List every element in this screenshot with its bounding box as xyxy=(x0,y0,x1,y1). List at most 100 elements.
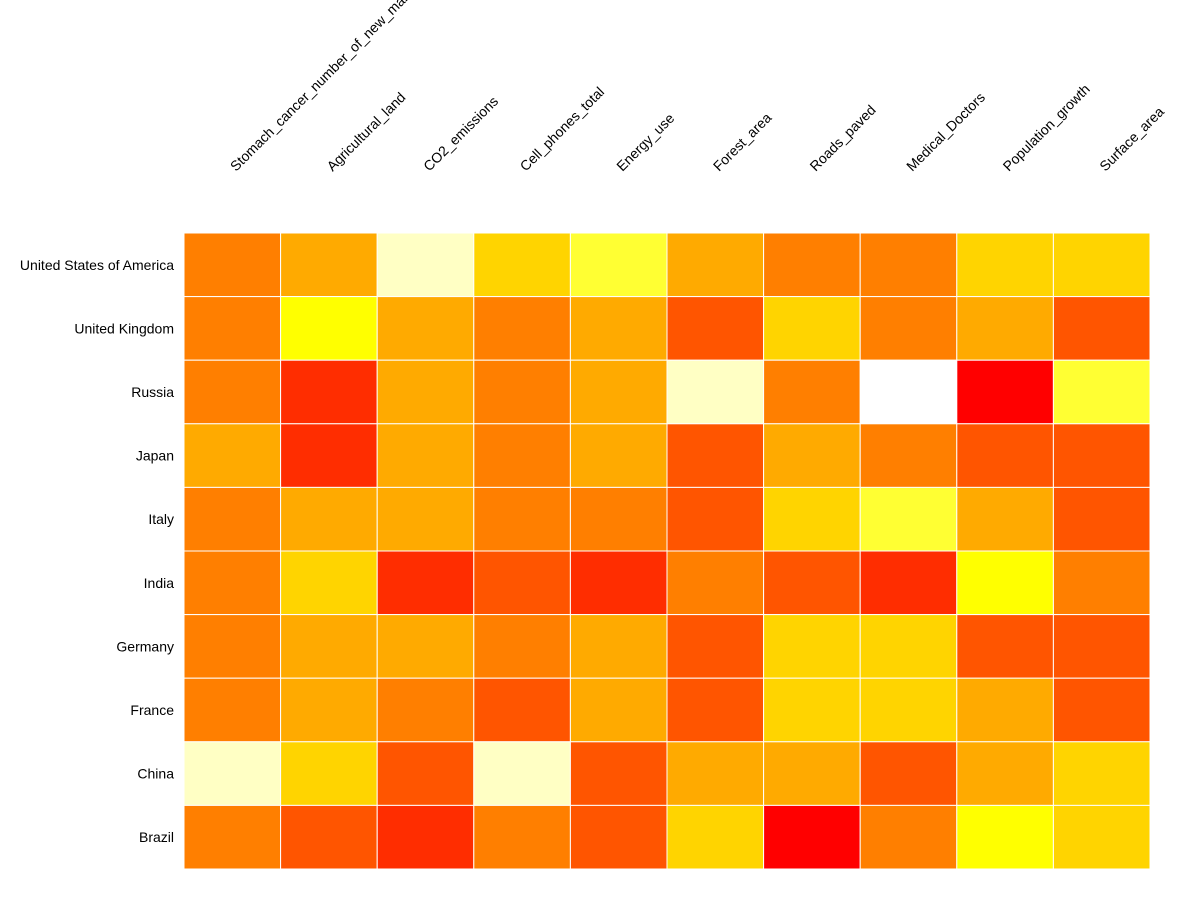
heatmap-cell-brazil-forest-area xyxy=(666,804,765,870)
heatmap-cell-united-kingdom-stomach-cancer-number-of-new-male xyxy=(183,296,282,361)
heatmap-cell-united-kingdom-population-growth xyxy=(956,296,1054,361)
heatmap-cell-france-roads-paved xyxy=(763,677,861,743)
heatmap-cell-brazil-energy-use xyxy=(569,804,668,870)
row-label-china: China xyxy=(137,766,174,782)
heatmap-cell-japan-population-growth xyxy=(956,423,1054,488)
column-label-population-growth: Population_growth xyxy=(1000,81,1093,174)
heatmap-cell-china-energy-use xyxy=(569,741,668,806)
row-labels: United States of America United Kingdom Ru… xyxy=(20,257,174,845)
heatmap-cell-brazil-stomach-cancer-number-of-new-male xyxy=(183,804,282,870)
heatmap-cell-united-states-of-america-stomach-cancer-number-of-new-male xyxy=(183,232,282,298)
heatmap-cell-united-kingdom-agricultural-land xyxy=(280,296,378,361)
heatmap-cell-brazil-medical-doctors xyxy=(859,804,958,870)
heatmap-cell-germany-roads-paved xyxy=(763,614,861,679)
row-label-india: India xyxy=(144,575,175,591)
heatmap-cell-brazil-surface-area xyxy=(1052,804,1151,870)
heatmap-cell-india-forest-area xyxy=(666,550,765,616)
heatmap-cell-china-forest-area xyxy=(666,741,765,806)
heatmap-cell-germany-stomach-cancer-number-of-new-male xyxy=(183,614,282,679)
heatmap-cell-france-forest-area xyxy=(666,677,765,743)
heatmap-cell-russia-co2-emissions xyxy=(376,359,475,425)
heatmap-cell-china-population-growth xyxy=(956,741,1054,806)
heatmap-cell-japan-roads-paved xyxy=(763,423,861,488)
heatmap-cell-china-roads-paved xyxy=(763,741,861,806)
heatmap-cell-india-co2-emissions xyxy=(376,550,475,616)
heatmap-cell-united-states-of-america-roads-paved xyxy=(763,232,861,298)
column-label-surface-area: Surface_area xyxy=(1096,103,1167,174)
row-label-france: France xyxy=(130,702,174,718)
heatmap-cell-italy-co2-emissions xyxy=(376,486,475,552)
heatmap-cell-india-cell-phones-total xyxy=(473,550,571,616)
heatmap-cell-france-agricultural-land xyxy=(280,677,378,743)
heatmap-cell-russia-forest-area xyxy=(666,359,765,425)
column-label-forest-area: Forest_area xyxy=(710,109,775,174)
heatmap-cell-united-kingdom-co2-emissions xyxy=(376,296,475,361)
row-label-united-states-of-america: United States of America xyxy=(20,257,174,273)
heatmap-cell-india-medical-doctors xyxy=(859,550,958,616)
heatmap-cell-russia-population-growth xyxy=(956,359,1054,425)
row-label-italy: Italy xyxy=(148,511,174,527)
heatmap-cell-france-energy-use xyxy=(569,677,668,743)
heatmap-cell-italy-energy-use xyxy=(569,486,668,552)
row-label-germany: Germany xyxy=(116,638,174,654)
heatmap-cell-italy-medical-doctors xyxy=(859,486,958,552)
row-label-russia: Russia xyxy=(131,384,174,400)
heatmap-cell-united-kingdom-medical-doctors xyxy=(859,296,958,361)
heatmap-cell-united-kingdom-surface-area xyxy=(1052,296,1151,361)
heatmap-cell-united-states-of-america-energy-use xyxy=(569,232,668,298)
heatmap-cell-italy-stomach-cancer-number-of-new-male xyxy=(183,486,282,552)
heatmap-cell-japan-agricultural-land xyxy=(280,423,378,488)
heatmap-cell-russia-stomach-cancer-number-of-new-male xyxy=(183,359,282,425)
heatmap-cell-russia-surface-area xyxy=(1052,359,1151,425)
heatmap-cell-italy-cell-phones-total xyxy=(473,486,571,552)
heatmap-cell-united-kingdom-roads-paved xyxy=(763,296,861,361)
column-labels: Stomach_cancer_number_of_new_maleAgricul… xyxy=(227,0,1167,174)
heatmap-cells xyxy=(183,232,1151,870)
heatmap-cell-united-states-of-america-forest-area xyxy=(666,232,765,298)
column-label-medical-doctors: Medical_Doctors xyxy=(903,89,988,174)
heatmap-cell-india-agricultural-land xyxy=(280,550,378,616)
heatmap-cell-germany-medical-doctors xyxy=(859,614,958,679)
row-label-brazil: Brazil xyxy=(139,829,174,845)
heatmap-cell-italy-forest-area xyxy=(666,486,765,552)
heatmap-cell-japan-stomach-cancer-number-of-new-male xyxy=(183,423,282,488)
heatmap-cell-china-co2-emissions xyxy=(376,741,475,806)
heatmap-cell-china-surface-area xyxy=(1052,741,1151,806)
heatmap-cell-japan-co2-emissions xyxy=(376,423,475,488)
heatmap-cell-italy-surface-area xyxy=(1052,486,1151,552)
heatmap-cell-germany-forest-area xyxy=(666,614,765,679)
heatmap-cell-japan-medical-doctors xyxy=(859,423,958,488)
heatmap-cell-united-kingdom-cell-phones-total xyxy=(473,296,571,361)
heatmap-cell-germany-agricultural-land xyxy=(280,614,378,679)
heatmap-cell-russia-agricultural-land xyxy=(280,359,378,425)
heatmap-cell-germany-co2-emissions xyxy=(376,614,475,679)
column-label-roads-paved: Roads_paved xyxy=(806,102,878,174)
heatmap-cell-france-population-growth xyxy=(956,677,1054,743)
heatmap-cell-china-medical-doctors xyxy=(859,741,958,806)
heatmap-cell-france-cell-phones-total xyxy=(473,677,571,743)
heatmap-cell-russia-cell-phones-total xyxy=(473,359,571,425)
heatmap-cell-japan-forest-area xyxy=(666,423,765,488)
heatmap-cell-russia-roads-paved xyxy=(763,359,861,425)
heatmap-cell-france-medical-doctors xyxy=(859,677,958,743)
heatmap-cell-united-kingdom-forest-area xyxy=(666,296,765,361)
row-label-united-kingdom: United Kingdom xyxy=(74,320,174,336)
heatmap-cell-brazil-roads-paved xyxy=(763,804,861,870)
heatmap-cell-france-co2-emissions xyxy=(376,677,475,743)
heatmap-cell-india-energy-use xyxy=(569,550,668,616)
heatmap-cell-china-agricultural-land xyxy=(280,741,378,806)
heatmap-cell-united-states-of-america-surface-area xyxy=(1052,232,1151,298)
heatmap-cell-germany-energy-use xyxy=(569,614,668,679)
heatmap-cell-germany-cell-phones-total xyxy=(473,614,571,679)
heatmap-cell-japan-cell-phones-total xyxy=(473,423,571,488)
heatmap-cell-brazil-population-growth xyxy=(956,804,1054,870)
heatmap-cell-united-kingdom-energy-use xyxy=(569,296,668,361)
heatmap-cell-italy-population-growth xyxy=(956,486,1054,552)
column-label-agricultural-land: Agricultural_land xyxy=(323,89,408,174)
heatmap-cell-japan-surface-area xyxy=(1052,423,1151,488)
heatmap-cell-united-states-of-america-medical-doctors xyxy=(859,232,958,298)
heatmap-cell-india-roads-paved xyxy=(763,550,861,616)
heatmap-cell-brazil-cell-phones-total xyxy=(473,804,571,870)
heatmap-cell-china-stomach-cancer-number-of-new-male xyxy=(183,741,282,806)
